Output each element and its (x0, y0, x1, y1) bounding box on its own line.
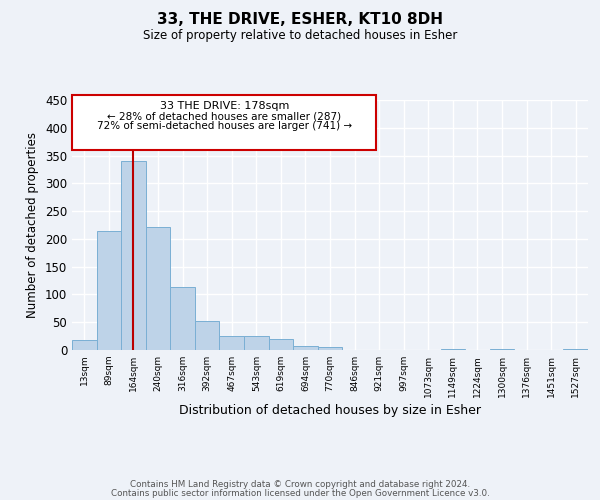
Bar (563, 349, 588, 350)
Text: 33, THE DRIVE, ESHER, KT10 8DH: 33, THE DRIVE, ESHER, KT10 8DH (157, 12, 443, 28)
Bar (269, 339, 293, 350)
Y-axis label: Number of detached properties: Number of detached properties (26, 132, 40, 318)
Bar (72, 340, 97, 350)
Bar (490, 349, 514, 350)
X-axis label: Distribution of detached houses by size in Esher: Distribution of detached houses by size … (179, 404, 481, 417)
Text: 72% of semi-detached houses are larger (741) →: 72% of semi-detached houses are larger (… (97, 121, 352, 131)
Bar (121, 161, 146, 350)
FancyBboxPatch shape (72, 95, 376, 150)
Bar (220, 336, 244, 350)
Text: ← 28% of detached houses are smaller (287): ← 28% of detached houses are smaller (28… (107, 112, 341, 121)
Text: Size of property relative to detached houses in Esher: Size of property relative to detached ho… (143, 29, 457, 42)
Bar (97, 230, 121, 350)
Bar (195, 320, 220, 350)
Text: Contains HM Land Registry data © Crown copyright and database right 2024.: Contains HM Land Registry data © Crown c… (130, 480, 470, 489)
Bar (293, 346, 318, 350)
Bar (318, 347, 342, 350)
Bar (146, 226, 170, 350)
Bar (244, 336, 269, 350)
Text: 33 THE DRIVE: 178sqm: 33 THE DRIVE: 178sqm (160, 101, 289, 112)
Bar (170, 287, 195, 350)
Bar (440, 349, 465, 350)
Text: Contains public sector information licensed under the Open Government Licence v3: Contains public sector information licen… (110, 488, 490, 498)
